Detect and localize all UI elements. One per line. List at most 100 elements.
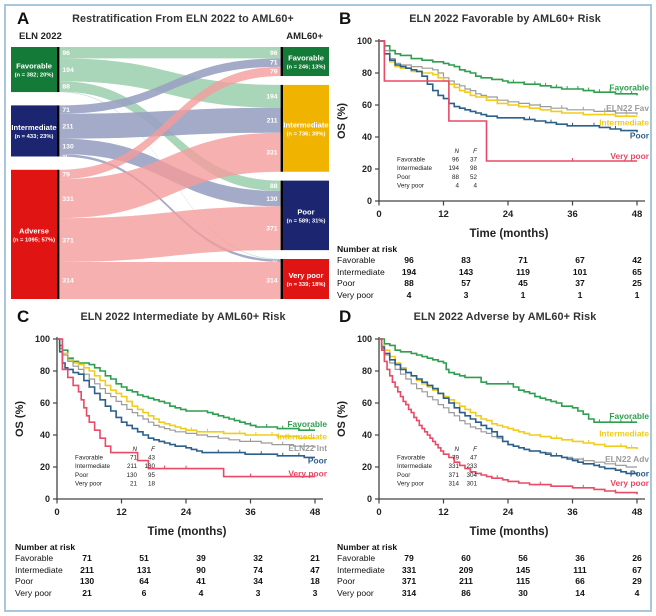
risk-value: 371 — [401, 576, 417, 586]
panel-c-title: ELN 2022 Intermediate by AML60+ Risk — [80, 311, 286, 323]
panel-c-label: C — [17, 307, 30, 326]
sankey-link-value-right: 130 — [266, 196, 278, 203]
risk-value: 88 — [404, 278, 414, 288]
risk-row-name: Poor — [337, 576, 356, 586]
inset-row-n: 314 — [448, 480, 459, 487]
inset-row-n: 211 — [127, 463, 138, 470]
risk-value: 67 — [632, 564, 642, 575]
curve-label-intermediate: Intermediate — [277, 432, 327, 442]
y-tick-label: 20 — [40, 462, 50, 472]
sankey-node — [283, 180, 329, 251]
inset-row-f: 95 — [148, 472, 156, 479]
risk-value: 331 — [401, 564, 417, 575]
sankey-link-value-left: 88 — [62, 84, 70, 91]
km-curve-very-poor — [379, 338, 638, 495]
risk-value: 71 — [518, 255, 528, 265]
sankey-node — [11, 47, 57, 93]
risk-value: 26 — [632, 553, 642, 563]
sankey-link-value-right: 96 — [270, 50, 278, 57]
curve-label-eln22-fav: ELN22 Fav — [606, 103, 649, 113]
risk-table-title: Number at risk — [337, 542, 398, 552]
risk-value: 18 — [310, 576, 320, 586]
sankey-link-value-left: 211 — [62, 123, 73, 130]
panel-d-header: D ELN 2022 Adverse by AML60+ Risk — [331, 307, 653, 327]
sankey-node-name: Poor — [297, 207, 314, 216]
risk-value: 65 — [632, 266, 642, 277]
inset-row-f: 233 — [466, 463, 477, 470]
inset-row-f: 47 — [470, 455, 478, 462]
sankey-link-value-left: 4 — [62, 92, 65, 98]
inset-row-f: 304 — [466, 472, 477, 479]
risk-value: 130 — [79, 576, 95, 586]
curve-label-poor: Poor — [630, 130, 650, 140]
risk-value: 3 — [312, 587, 318, 598]
sankey-link-value-right: 331 — [266, 149, 278, 156]
sankey-link — [59, 66, 281, 180]
y-axis-label: OS (%) — [14, 401, 26, 437]
risk-value: 34 — [253, 576, 263, 586]
sankey-left-header: ELN 2022 — [19, 31, 62, 42]
risk-value: 39 — [196, 553, 206, 563]
inset-col-f: F — [151, 446, 156, 453]
km-curve-favorable — [379, 40, 638, 96]
sankey-node-name: Intermediate — [11, 123, 56, 132]
x-tick-label: 36 — [567, 507, 578, 518]
y-tick-label: 20 — [362, 164, 372, 174]
risk-value: 6 — [141, 587, 147, 598]
panel-b-risk-table: Number at risk Favorable 96 83 71 67 42 Interme… — [331, 243, 653, 301]
panel-a-label: A — [17, 9, 30, 28]
risk-value: 3 — [255, 587, 261, 598]
risk-row-name: Poor — [337, 278, 356, 288]
risk-value: 56 — [518, 553, 528, 563]
sankey-diagram: 9696194194888844717121121113013021217979… — [11, 47, 329, 299]
sankey-column-headers: ELN 2022 AML60+ — [9, 29, 331, 44]
sankey-node-name: Favorable — [16, 62, 52, 71]
inset-row-name: Poor — [75, 472, 88, 479]
inset-row-f: 18 — [148, 480, 156, 487]
inset-row-n: 4 — [455, 182, 459, 189]
sankey-node-bar — [280, 258, 283, 299]
sankey-link-value-right: 71 — [270, 60, 278, 67]
sankey-node-name: Favorable — [288, 54, 324, 63]
risk-row-name: Poor — [15, 576, 34, 586]
risk-value: 3 — [463, 289, 469, 300]
risk-row-name: Intermediate — [15, 564, 63, 575]
risk-row: Favorable 96 83 71 67 42 — [331, 255, 653, 267]
sankey-node-name: Intermediate — [283, 120, 328, 129]
y-tick-label: 100 — [357, 36, 372, 46]
inset-row-n: 371 — [448, 472, 459, 479]
sankey-node-count: (n = 1095; 57%) — [13, 237, 55, 243]
inset-col-n: N — [454, 148, 459, 155]
risk-value: 86 — [461, 587, 471, 598]
risk-value: 14 — [575, 587, 585, 598]
inset-row-name: Very poor — [397, 480, 424, 487]
risk-value: 45 — [518, 278, 528, 288]
risk-value: 83 — [461, 255, 471, 265]
sankey-link-value-right: 194 — [266, 94, 278, 101]
curve-label-very-poor: Very poor — [610, 151, 649, 161]
curve-label-very-poor: Very poor — [610, 478, 649, 488]
km-curve-intermediate — [57, 338, 315, 439]
risk-row-name: Very poor — [337, 587, 374, 598]
sankey-node — [283, 47, 329, 77]
sankey-link — [59, 154, 281, 262]
sankey-right-header: AML60+ — [286, 31, 323, 42]
curve-label-intermediate: Intermediate — [599, 428, 649, 438]
km-curve-eln22-fav — [379, 40, 638, 115]
x-tick-label: 0 — [376, 507, 381, 518]
y-tick-label: 0 — [45, 494, 50, 504]
sankey-link-value-right: 211 — [267, 117, 278, 124]
risk-row-name: Intermediate — [337, 564, 385, 575]
curve-label-intermediate: Intermediate — [599, 118, 649, 128]
panel-a-title: Restratification From ELN 2022 to AML60+ — [72, 13, 294, 25]
inset-col-f: F — [473, 148, 478, 155]
curve-label-very-poor: Very poor — [288, 468, 327, 478]
x-tick-label: 24 — [503, 209, 514, 220]
curve-label-eln22-adv: ELN22 Adv — [605, 454, 649, 464]
km-curve-favorable — [57, 338, 315, 431]
km-curve-eln22-adv — [379, 338, 637, 468]
inset-row-n: 88 — [452, 174, 460, 181]
panel-d-risk-table: Number at risk Favorable 79 60 56 36 26 Interme… — [331, 541, 653, 599]
sankey-node — [283, 258, 329, 299]
sankey-node-count: (n = 339; 18%) — [287, 282, 326, 288]
